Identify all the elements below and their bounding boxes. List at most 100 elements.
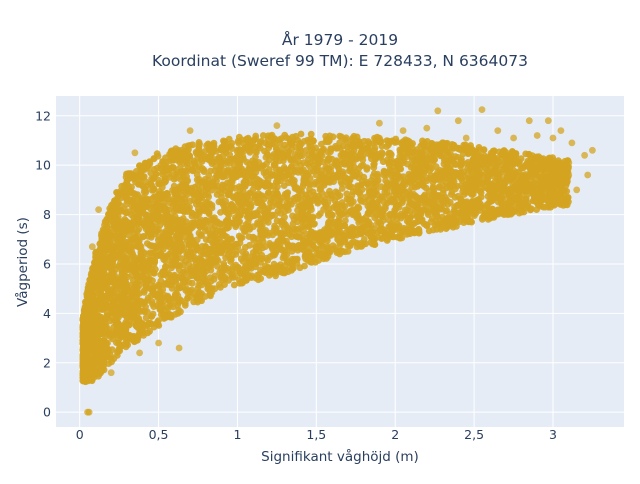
data-point	[184, 295, 191, 302]
data-point	[171, 183, 178, 190]
data-point	[269, 212, 276, 219]
data-point	[349, 171, 356, 178]
data-point	[432, 218, 439, 225]
data-point	[355, 204, 362, 211]
data-point	[400, 185, 407, 192]
data-point	[252, 193, 259, 200]
data-point	[401, 211, 408, 218]
data-point	[276, 168, 283, 175]
data-point	[296, 143, 303, 150]
data-point	[245, 273, 252, 280]
data-point	[205, 255, 212, 262]
data-point	[310, 137, 317, 144]
data-point	[280, 255, 287, 262]
data-point	[339, 173, 346, 180]
data-point	[302, 147, 309, 154]
data-point	[458, 196, 465, 203]
data-point	[191, 160, 198, 167]
data-point	[397, 175, 404, 182]
data-point	[114, 352, 121, 359]
data-point	[255, 184, 262, 191]
data-point	[202, 243, 209, 250]
data-point	[430, 184, 437, 191]
data-point	[371, 147, 378, 154]
data-point	[459, 188, 466, 195]
data-point	[97, 247, 104, 254]
data-point	[217, 161, 224, 168]
data-point	[387, 166, 394, 173]
data-point	[371, 135, 378, 142]
data-point	[268, 197, 275, 204]
data-point	[381, 172, 388, 179]
data-point	[474, 167, 481, 174]
data-point	[95, 352, 102, 359]
data-point	[124, 239, 131, 246]
data-point	[225, 191, 232, 198]
data-point	[286, 231, 293, 238]
data-point	[289, 213, 296, 220]
data-point	[177, 285, 184, 292]
data-point	[159, 253, 166, 260]
data-point	[163, 162, 170, 169]
data-point	[119, 298, 126, 305]
data-point	[342, 248, 349, 255]
data-point	[202, 191, 209, 198]
data-point	[285, 152, 292, 159]
data-point	[252, 148, 259, 155]
data-point	[242, 207, 249, 214]
data-point	[158, 180, 165, 187]
data-point	[273, 267, 280, 274]
data-point	[360, 162, 367, 169]
data-point	[239, 248, 246, 255]
data-point	[282, 175, 289, 182]
data-point	[258, 228, 265, 235]
data-point	[159, 168, 166, 175]
data-point	[315, 193, 322, 200]
data-point	[115, 290, 122, 297]
data-point	[308, 259, 315, 266]
data-point	[182, 189, 189, 196]
data-point	[151, 155, 158, 162]
data-point	[429, 195, 436, 202]
data-point	[215, 183, 222, 190]
data-point	[162, 263, 169, 270]
data-point	[212, 245, 219, 252]
data-point	[340, 232, 347, 239]
data-point	[271, 223, 278, 230]
data-point	[336, 218, 343, 225]
data-point	[488, 211, 495, 218]
data-point	[468, 168, 475, 175]
data-point	[425, 155, 432, 162]
data-point	[110, 246, 117, 253]
data-point	[288, 140, 295, 147]
data-point	[257, 200, 264, 207]
data-point	[257, 206, 264, 213]
data-point	[366, 140, 373, 147]
data-point	[257, 259, 264, 266]
data-point	[325, 220, 332, 227]
data-point	[277, 203, 284, 210]
data-point	[300, 159, 307, 166]
data-point	[169, 164, 176, 171]
data-point	[281, 132, 288, 139]
data-point	[269, 203, 276, 210]
data-point	[337, 145, 344, 152]
data-point	[490, 173, 497, 180]
data-point	[417, 217, 424, 224]
data-point	[174, 217, 181, 224]
data-point	[213, 237, 220, 244]
data-point	[299, 212, 306, 219]
data-point	[452, 194, 459, 201]
data-point	[175, 299, 182, 306]
data-point	[155, 281, 162, 288]
data-point	[151, 259, 158, 266]
data-point	[237, 201, 244, 208]
data-point	[419, 138, 426, 145]
data-point	[383, 231, 390, 238]
data-point	[365, 221, 372, 228]
data-point	[139, 320, 146, 327]
data-point	[469, 190, 476, 197]
data-point	[304, 223, 311, 230]
data-point	[194, 176, 201, 183]
data-point	[156, 299, 163, 306]
